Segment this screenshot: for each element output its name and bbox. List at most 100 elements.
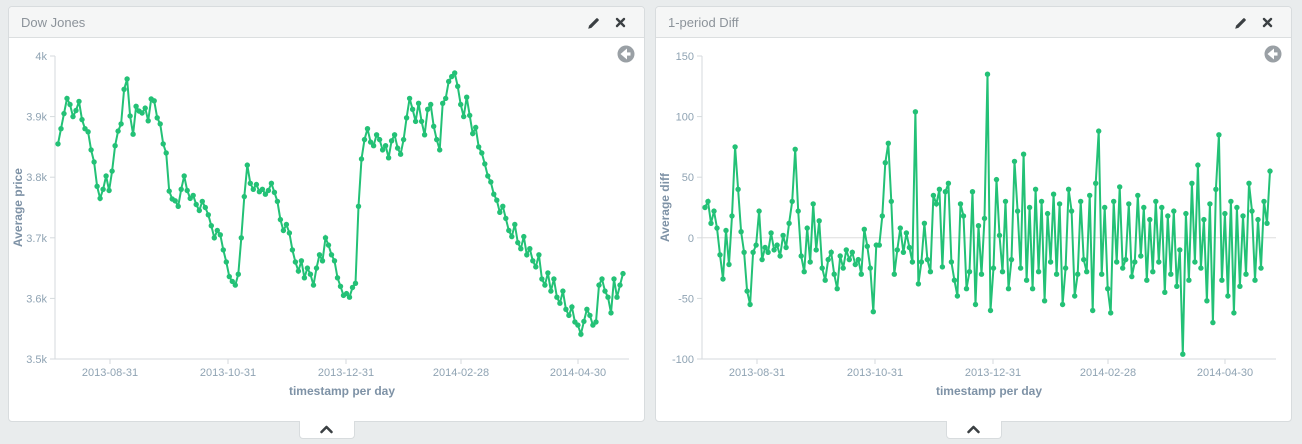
data-point [1174, 283, 1180, 289]
data-point [1093, 180, 1099, 186]
data-point [966, 269, 973, 275]
data-point [1210, 319, 1216, 326]
data-point [400, 136, 407, 143]
series[interactable] [702, 71, 1273, 357]
collapse-panel-button[interactable] [298, 421, 355, 439]
x-tick-label: 2013-10-31 [847, 367, 903, 379]
chart-canvas[interactable]: 4k 3.9k 3.8k 3.7k 3.6k 3.5k 2013-08-31 2013-10-… [9, 38, 644, 422]
data-point [906, 244, 913, 251]
data-point [717, 252, 723, 258]
data-point [1011, 158, 1018, 165]
data-point [79, 116, 85, 123]
data-point [1249, 208, 1255, 214]
data-point [1114, 259, 1120, 265]
data-point [461, 113, 467, 120]
data-point [346, 294, 353, 300]
data-point [322, 235, 329, 241]
data-point [319, 258, 326, 264]
data-point [367, 139, 374, 145]
data-point [458, 101, 464, 108]
data-point [515, 239, 521, 246]
series[interactable] [55, 70, 626, 338]
data-point [834, 286, 840, 292]
data-point [933, 201, 940, 207]
y-tick-label: -100 [672, 354, 694, 366]
data-point [91, 159, 97, 165]
history-back-icon[interactable] [617, 45, 635, 63]
data-point [124, 76, 130, 82]
data-point [355, 203, 362, 209]
data-point [1159, 204, 1165, 211]
data-point [1225, 293, 1231, 299]
panel-header: Dow Jones [9, 7, 644, 38]
data-point [801, 269, 807, 275]
data-point [1153, 198, 1159, 205]
data-point [184, 187, 190, 194]
data-point [1032, 186, 1039, 192]
data-point [316, 252, 323, 258]
data-point [133, 103, 139, 110]
data-point [118, 121, 124, 127]
data-point [792, 146, 798, 152]
data-point [870, 309, 876, 315]
data-point [1240, 213, 1246, 219]
data-point [325, 242, 332, 248]
data-point [798, 253, 804, 259]
data-point [94, 183, 100, 189]
data-point [1053, 271, 1060, 277]
data-point [996, 232, 1003, 239]
data-point [1123, 256, 1129, 263]
data-point [301, 275, 308, 281]
data-point [879, 213, 885, 219]
data-point [975, 223, 982, 229]
data-point [109, 168, 115, 174]
data-point [735, 186, 741, 192]
data-point [1258, 265, 1264, 271]
data-point [1189, 180, 1195, 186]
history-back-icon[interactable] [1264, 45, 1282, 63]
data-point [1219, 277, 1225, 283]
data-point [894, 247, 900, 253]
data-point [55, 141, 61, 147]
edit-panel-button[interactable] [586, 14, 601, 30]
data-point [464, 94, 470, 100]
data-point [500, 203, 506, 209]
data-point [774, 242, 780, 248]
data-point [220, 247, 226, 253]
data-point [855, 256, 861, 263]
data-point [431, 123, 437, 129]
data-point [1237, 283, 1243, 289]
data-point [446, 78, 452, 85]
close-panel-button[interactable] [1262, 14, 1273, 30]
data-point [825, 256, 831, 263]
data-point [76, 98, 82, 105]
data-point [1005, 286, 1012, 292]
data-point [732, 144, 738, 150]
data-point [476, 144, 482, 150]
edit-panel-button[interactable] [1233, 14, 1248, 30]
data-point [1014, 208, 1021, 214]
collapse-panel-button[interactable] [945, 421, 1002, 439]
data-point [211, 235, 217, 241]
data-point [425, 106, 431, 113]
data-point [990, 265, 997, 271]
chart-canvas[interactable]: 150 100 50 0 -50 -100 2013-08-31 2013-10-31 2013… [656, 38, 1291, 422]
data-point [286, 230, 293, 236]
data-point [64, 95, 70, 102]
data-point [208, 223, 214, 229]
data-point [1108, 310, 1114, 316]
data-point [527, 246, 533, 252]
data-point [551, 276, 557, 282]
data-point [945, 180, 952, 186]
data-point [1207, 201, 1213, 207]
data-point [708, 220, 714, 226]
y-axis-title: Average price [11, 168, 25, 247]
close-panel-button[interactable] [615, 14, 626, 30]
data-point [524, 252, 530, 258]
data-point [918, 259, 925, 265]
data-point [575, 322, 581, 328]
data-point [828, 249, 834, 255]
data-point [1008, 256, 1015, 263]
data-point [849, 249, 855, 255]
data-point [67, 101, 73, 108]
